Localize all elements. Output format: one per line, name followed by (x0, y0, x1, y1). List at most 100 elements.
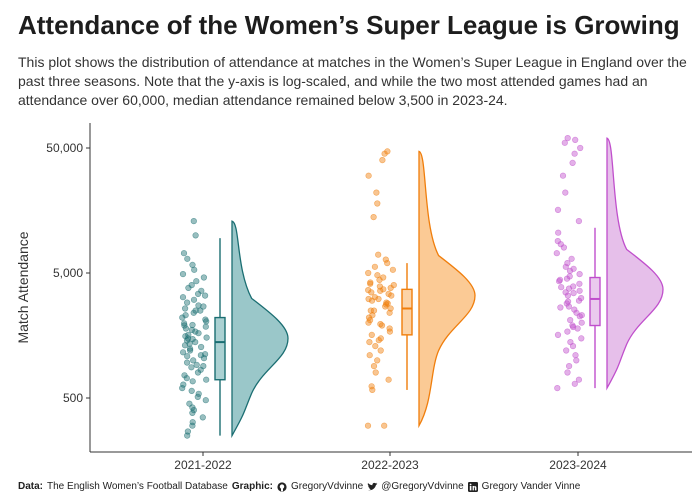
data-point (182, 325, 189, 332)
data-point (562, 289, 569, 296)
data-point (198, 287, 205, 294)
data-point (190, 357, 197, 364)
data-point (197, 352, 204, 359)
data-point (576, 287, 583, 294)
data-point (372, 343, 379, 350)
caption-twitter-handle[interactable]: @GregoryVdvinne (381, 481, 464, 492)
data-point (568, 255, 575, 262)
y-axis-title: Match Attendance (15, 231, 31, 343)
data-point (374, 200, 381, 207)
data-point (375, 337, 382, 344)
data-point (194, 369, 202, 376)
data-point (375, 295, 382, 303)
x-tick-label: 2022-2023 (361, 458, 419, 472)
data-point (376, 276, 383, 284)
data-point (377, 347, 384, 354)
data-point (553, 250, 560, 257)
data-point (191, 266, 198, 273)
data-point (200, 303, 207, 310)
data-point (183, 375, 190, 382)
data-point (554, 206, 562, 213)
data-point (370, 307, 378, 314)
data-point (184, 432, 191, 439)
data-point (203, 376, 210, 383)
data-point (571, 306, 578, 313)
data-point (195, 290, 202, 298)
data-point (564, 369, 571, 376)
data-point (571, 150, 578, 157)
data-point (372, 369, 379, 376)
data-point (197, 307, 204, 314)
twitter-icon (367, 482, 378, 492)
data-point (386, 309, 393, 316)
data-point (190, 296, 198, 303)
data-point (192, 339, 199, 346)
data-point (564, 260, 571, 267)
data-point (379, 157, 386, 164)
data-point (384, 260, 391, 267)
data-point (203, 334, 210, 341)
data-point (374, 357, 381, 364)
data-point (381, 150, 388, 157)
data-point (565, 303, 573, 310)
data-point (573, 357, 580, 364)
data-point (189, 378, 196, 385)
data-point (563, 347, 570, 354)
data-point (572, 352, 579, 359)
caption: Data: The English Women’s Football Datab… (18, 481, 580, 492)
data-point (556, 276, 564, 284)
data-point (192, 328, 199, 335)
data-point (563, 275, 571, 282)
caption-linkedin-handle[interactable]: Gregory Vander Vinne (481, 481, 581, 492)
data-point (575, 376, 583, 383)
data-point (189, 409, 196, 417)
data-point (367, 307, 374, 314)
caption-data-source: The English Women’s Football Database (47, 481, 228, 492)
box-iqr (589, 276, 601, 327)
data-point (576, 280, 583, 287)
data-point (179, 271, 187, 278)
box-iqr (401, 288, 413, 336)
github-icon (277, 481, 287, 492)
data-point (567, 317, 574, 324)
data-point (370, 363, 378, 370)
data-point (569, 343, 577, 350)
data-point (180, 349, 187, 356)
data-point (189, 321, 196, 329)
data-point (381, 422, 388, 429)
data-point (373, 189, 380, 196)
data-point (562, 189, 569, 196)
data-point (375, 251, 382, 258)
data-point (576, 271, 583, 278)
data-point (185, 284, 192, 292)
data-point (578, 335, 585, 342)
data-point (382, 256, 389, 263)
data-point (364, 422, 372, 429)
data-point (575, 297, 583, 304)
data-point (184, 353, 191, 360)
data-point (202, 323, 209, 330)
data-point (380, 286, 387, 293)
data-point (200, 363, 207, 370)
data-point (557, 304, 564, 311)
data-point (184, 255, 191, 262)
half-violin (606, 137, 664, 391)
data-point (385, 376, 392, 383)
data-point (184, 335, 192, 342)
data-point (193, 361, 200, 369)
data-point (377, 321, 384, 328)
data-point (202, 397, 209, 404)
data-point (189, 422, 196, 429)
caption-github-handle[interactable]: GregoryVdvinne (290, 481, 364, 492)
data-point (182, 305, 189, 312)
data-point (571, 380, 578, 387)
data-point (179, 294, 187, 301)
x-tick-label: 2021-2022 (174, 458, 232, 472)
x-tick-label: 2023-2024 (549, 458, 607, 472)
data-point (365, 295, 372, 303)
data-point (569, 159, 576, 166)
data-point (577, 144, 584, 152)
data-point (366, 339, 373, 346)
data-point (389, 266, 397, 273)
